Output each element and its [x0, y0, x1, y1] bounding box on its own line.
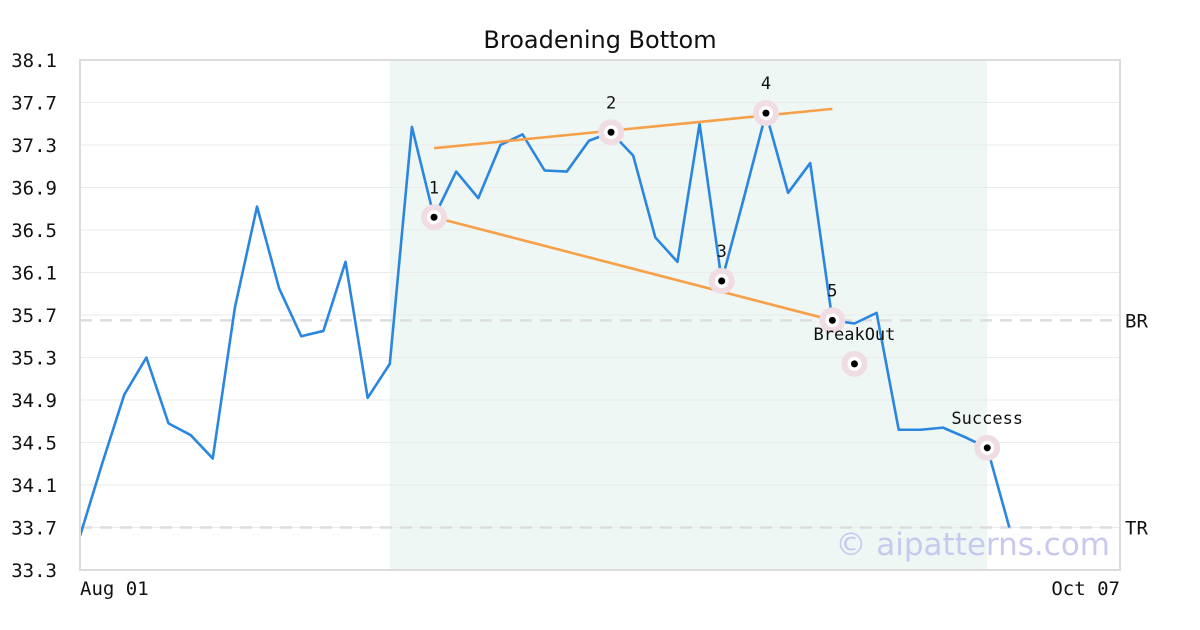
y-tick-label: 36.9: [11, 178, 57, 200]
point-label: Success: [951, 409, 1023, 429]
level-label: TR: [1125, 518, 1148, 540]
level-lines: BR TR: [80, 310, 1148, 540]
level-label: BR: [1125, 310, 1148, 332]
point-marker: [607, 128, 615, 136]
price-line: [78, 111, 1011, 537]
point-marker: [430, 213, 438, 221]
y-axis: 33.3 33.7 34.1 34.5 34.9 35.3 35.7 36.1 36.5 36.9…: [11, 50, 57, 582]
pattern-points: 1 2 3 4 5 BreakOut Success: [421, 74, 1023, 461]
y-tick-label: 34.1: [11, 475, 57, 497]
point-label: 4: [761, 74, 771, 94]
point-marker: [718, 277, 726, 285]
point-label: 2: [606, 93, 616, 113]
point-label: 1: [429, 178, 439, 198]
point-marker: [850, 360, 858, 368]
point-label: 3: [717, 242, 727, 262]
point-marker: [983, 444, 991, 452]
x-tick-label: Oct 07: [1051, 578, 1120, 600]
x-axis: Aug 01 Oct 07: [80, 578, 1120, 600]
y-tick-label: 33.3: [11, 560, 57, 582]
point-marker: [762, 109, 770, 117]
x-tick-label: Aug 01: [80, 578, 149, 600]
point-label: BreakOut: [814, 325, 896, 345]
y-tick-label: 37.7: [11, 93, 57, 115]
y-tick-label: 36.1: [11, 263, 57, 285]
chart-title: Broadening Bottom: [483, 26, 716, 54]
y-tick-label: 35.7: [11, 305, 57, 327]
point-marker: [828, 316, 836, 324]
y-tick-label: 33.7: [11, 518, 57, 540]
y-tick-label: 34.5: [11, 433, 57, 455]
trendline: [433, 215, 833, 322]
point-label: 5: [827, 281, 837, 301]
y-tick-label: 34.9: [11, 390, 57, 412]
watermark: © aipatterns.com: [835, 527, 1110, 563]
y-tick-label: 38.1: [11, 50, 57, 72]
y-tick-label: 37.3: [11, 135, 57, 157]
y-tick-label: 35.3: [11, 348, 57, 370]
y-tick-label: 36.5: [11, 220, 57, 242]
plot-frame: [79, 59, 1121, 571]
